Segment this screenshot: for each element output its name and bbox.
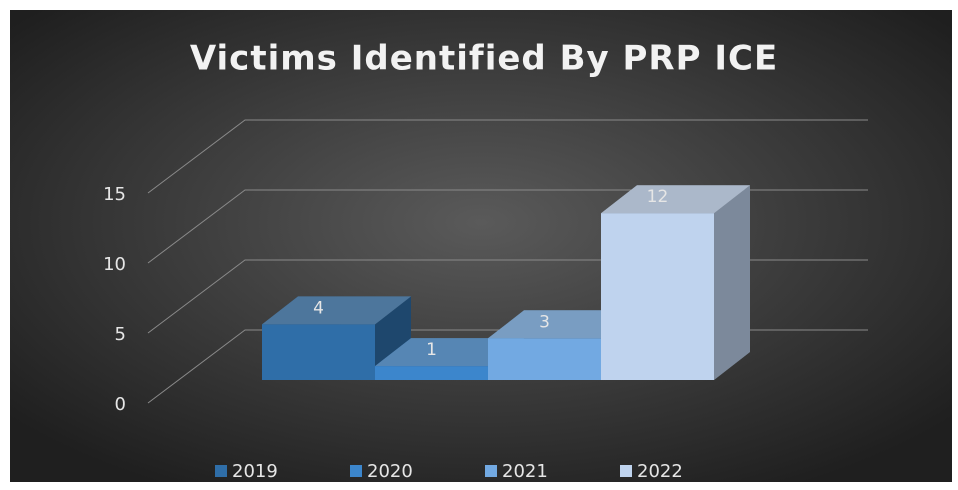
data-label: 12 [647, 187, 669, 207]
chart-title: Victims Identified By PRP ICE [190, 39, 778, 79]
y-tick-label: 5 [115, 324, 126, 345]
legend-swatch [485, 465, 497, 477]
data-label: 3 [539, 312, 550, 332]
grid-line [147, 119, 868, 194]
bar-top [375, 338, 524, 367]
bar-top-shade [488, 310, 637, 339]
bar-top [488, 310, 637, 339]
bar-top-shade [601, 185, 750, 214]
data-label: 4 [313, 298, 324, 318]
bar-top-shade [262, 296, 411, 325]
legend-label: 2020 [367, 461, 413, 482]
legend-label: 2019 [232, 461, 278, 482]
y-tick-label: 10 [103, 254, 126, 275]
bar-top [262, 296, 411, 325]
legend-swatch [350, 465, 362, 477]
bar-side-shade [714, 185, 750, 380]
data-label: 1 [426, 340, 437, 360]
bar-side [714, 185, 750, 380]
chart-background [10, 10, 952, 482]
bar-top [601, 185, 750, 214]
bar [375, 366, 488, 380]
bar-top-shade [375, 338, 524, 367]
bar [601, 213, 714, 380]
y-tick-label: 0 [115, 394, 126, 415]
legend-label: 2022 [637, 461, 683, 482]
bar [488, 338, 601, 380]
legend-swatch [215, 465, 227, 477]
legend-label: 2021 [502, 461, 548, 482]
bar [262, 324, 375, 380]
y-tick-label: 15 [103, 184, 126, 205]
legend-swatch [620, 465, 632, 477]
